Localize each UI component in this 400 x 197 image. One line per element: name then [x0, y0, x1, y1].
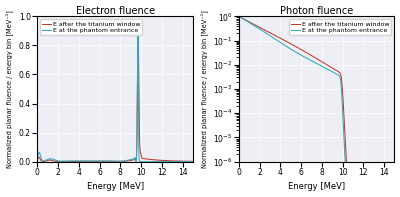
- E after the titanium window: [40, 160, 45, 163]
- E at the phantom entrance: [330, 71, 334, 73]
- Line: E after the titanium window: E after the titanium window: [239, 16, 394, 186]
- E after the titanium window: [296, 47, 301, 49]
- E after the titanium window: [352, 185, 357, 187]
- E after the titanium window: [345, 185, 350, 187]
- E after the titanium window: [35, 158, 40, 161]
- Legend: E after the titanium window, E at the phantom entrance: E after the titanium window, E at the ph…: [290, 20, 391, 35]
- E at the phantom entrance: [128, 158, 133, 161]
- X-axis label: Energy [MeV]: Energy [MeV]: [86, 182, 144, 191]
- E at the phantom entrance: [265, 33, 270, 35]
- E at the phantom entrance: [364, 185, 369, 187]
- E after the titanium window: [364, 185, 369, 187]
- E after the titanium window: [136, 30, 140, 32]
- E after the titanium window: [163, 159, 168, 162]
- E after the titanium window: [392, 185, 397, 187]
- E after the titanium window: [151, 159, 156, 161]
- E at the phantom entrance: [338, 76, 342, 79]
- Y-axis label: Normalized planar fluence / energy bin [MeV⁻¹]: Normalized planar fluence / energy bin […: [200, 10, 208, 168]
- E after the titanium window: [190, 160, 195, 163]
- E after the titanium window: [236, 15, 241, 18]
- Title: Photon fluence: Photon fluence: [280, 6, 353, 16]
- E after the titanium window: [338, 72, 342, 74]
- E at the phantom entrance: [63, 160, 68, 162]
- E after the titanium window: [94, 160, 99, 162]
- E at the phantom entrance: [94, 160, 99, 162]
- Legend: E after the titanium window, E at the phantom entrance: E after the titanium window, E at the ph…: [40, 20, 142, 35]
- Title: Electron fluence: Electron fluence: [76, 6, 155, 16]
- E after the titanium window: [128, 159, 133, 162]
- E at the phantom entrance: [136, 87, 141, 89]
- E at the phantom entrance: [35, 157, 40, 159]
- E at the phantom entrance: [190, 161, 195, 163]
- E after the titanium window: [63, 160, 68, 163]
- E at the phantom entrance: [163, 161, 168, 163]
- E at the phantom entrance: [136, 33, 140, 35]
- E at the phantom entrance: [352, 185, 357, 187]
- Line: E at the phantom entrance: E at the phantom entrance: [37, 34, 193, 162]
- Y-axis label: Normalized planar fluence / energy bin [MeV⁻¹]: Normalized planar fluence / energy bin […: [6, 10, 13, 168]
- E at the phantom entrance: [296, 52, 301, 55]
- E at the phantom entrance: [344, 185, 349, 187]
- Line: E after the titanium window: E after the titanium window: [37, 31, 193, 161]
- E after the titanium window: [330, 67, 334, 69]
- E after the titanium window: [136, 57, 141, 59]
- E after the titanium window: [265, 30, 270, 33]
- E at the phantom entrance: [151, 161, 156, 163]
- X-axis label: Energy [MeV]: Energy [MeV]: [288, 182, 345, 191]
- Line: E at the phantom entrance: E at the phantom entrance: [239, 16, 394, 186]
- E at the phantom entrance: [392, 185, 397, 187]
- E at the phantom entrance: [236, 15, 241, 18]
